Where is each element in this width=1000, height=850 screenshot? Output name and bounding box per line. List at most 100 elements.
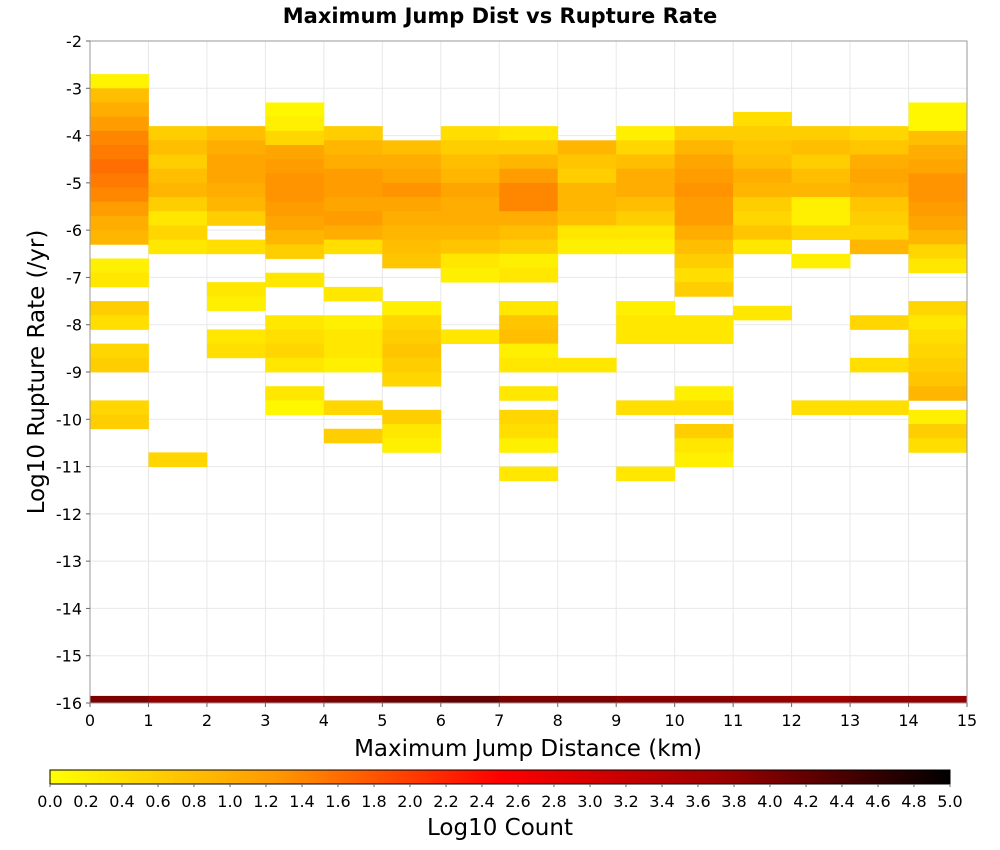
heatmap-cell bbox=[850, 197, 909, 212]
heatmap-cell bbox=[557, 197, 617, 212]
heatmap-cell bbox=[791, 253, 851, 269]
heatmap-cell bbox=[323, 400, 383, 415]
colorbar-tick-label: 2.6 bbox=[505, 792, 530, 811]
y-tick-label: -15 bbox=[56, 647, 82, 666]
colorbar-tick-label: 3.0 bbox=[577, 792, 602, 811]
heatmap-cell bbox=[908, 102, 968, 118]
x-tick-label: 10 bbox=[664, 711, 684, 730]
heatmap-cell bbox=[616, 154, 676, 170]
heatmap-cell bbox=[265, 244, 325, 259]
heatmap-cell bbox=[908, 329, 968, 345]
heatmap-cell bbox=[440, 253, 500, 269]
heatmap-cell bbox=[850, 357, 909, 373]
heatmap-cell bbox=[90, 272, 149, 288]
y-tick-label: -10 bbox=[56, 410, 82, 429]
heatmap-cell bbox=[733, 154, 792, 170]
colorbar-tick-label: 4.8 bbox=[901, 792, 926, 811]
heatmap-cell bbox=[499, 315, 559, 330]
y-tick-label: -9 bbox=[66, 363, 82, 382]
heatmap-cell bbox=[733, 126, 792, 141]
heatmap-cell bbox=[382, 197, 442, 212]
colorbar-tick-label: 1.4 bbox=[289, 792, 314, 811]
heatmap-cell bbox=[323, 211, 383, 226]
heatmap-cell bbox=[382, 329, 442, 345]
heatmap-cell bbox=[265, 357, 325, 373]
colorbar-tick-label: 1.8 bbox=[361, 792, 386, 811]
heatmap-cell bbox=[499, 329, 559, 345]
heatmap-cell bbox=[265, 272, 325, 288]
heatmap-cell bbox=[382, 182, 442, 198]
colorbar-ticks: 0.0 0.2 0.4 0.6 0.8 1.0 1.2 1.4 1.6 1.8 2.0 2.2 2.4 2… bbox=[37, 784, 963, 811]
heatmap-cell bbox=[206, 154, 266, 170]
heatmap-cell bbox=[382, 211, 442, 226]
summary-cell bbox=[733, 695, 792, 703]
heatmap-cell bbox=[908, 145, 968, 160]
heatmap-cell bbox=[440, 154, 500, 170]
heatmap-cell bbox=[557, 239, 617, 255]
heatmap-cell bbox=[148, 154, 208, 170]
heatmap-cell bbox=[323, 126, 383, 141]
heatmap-cell bbox=[323, 286, 383, 302]
heatmap-cell bbox=[265, 343, 325, 359]
heatmap-cell bbox=[733, 305, 792, 321]
heatmap-cell bbox=[616, 126, 676, 141]
y-tick-label: -13 bbox=[56, 552, 82, 571]
heatmap-cell bbox=[674, 438, 734, 453]
heatmap-cell bbox=[850, 154, 909, 170]
heatmap-cell bbox=[908, 215, 968, 231]
heatmap-cell bbox=[733, 140, 792, 155]
heatmap-cell bbox=[90, 116, 149, 132]
colorbar-tick-label: 0.0 bbox=[37, 792, 62, 811]
heatmap-cell bbox=[265, 215, 325, 231]
y-tick-label: -7 bbox=[66, 268, 82, 287]
heatmap-cell bbox=[323, 154, 383, 170]
heatmap-cell bbox=[850, 126, 909, 141]
heatmap-cell bbox=[90, 230, 149, 245]
heatmap-cell bbox=[674, 424, 734, 439]
heatmap-cell bbox=[499, 409, 559, 425]
heatmap-cell bbox=[90, 215, 149, 231]
x-tick-label: 11 bbox=[723, 711, 743, 730]
heatmap-cell bbox=[616, 466, 676, 482]
heatmap-cell bbox=[616, 225, 676, 240]
heatmap-cell bbox=[791, 225, 851, 240]
colorbar-tick-label: 1.2 bbox=[253, 792, 278, 811]
colorbar-tick-label: 4.0 bbox=[757, 792, 782, 811]
y-tick-label: -12 bbox=[56, 505, 82, 524]
colorbar-tick-label: 2.8 bbox=[541, 792, 566, 811]
heatmap-cell bbox=[382, 225, 442, 240]
heatmap-cell bbox=[206, 239, 266, 255]
heatmap-cell bbox=[499, 225, 559, 240]
heatmap-cell bbox=[323, 428, 383, 444]
heatmap-cell bbox=[440, 182, 500, 198]
heatmap-cell bbox=[382, 168, 442, 184]
heatmap-cell bbox=[908, 116, 968, 132]
heatmap-cell bbox=[323, 168, 383, 184]
colorbar-tick-label: 2.4 bbox=[469, 792, 494, 811]
heatmap-cell bbox=[148, 225, 208, 240]
summary-cell bbox=[557, 695, 617, 703]
y-tick-label: -8 bbox=[66, 316, 82, 335]
heatmap-cell bbox=[791, 182, 851, 198]
heatmap-cell bbox=[499, 182, 559, 198]
heatmap-cell bbox=[557, 225, 617, 240]
heatmap-cell bbox=[616, 315, 676, 330]
summary-cell bbox=[850, 695, 909, 703]
heatmap-cell bbox=[265, 329, 325, 345]
heatmap-cell bbox=[499, 357, 559, 373]
heatmap-cell bbox=[90, 315, 149, 330]
heatmap-cell bbox=[674, 140, 734, 155]
heatmap-cell bbox=[90, 414, 149, 430]
heatmap-cell bbox=[265, 116, 325, 132]
heatmap-cell bbox=[908, 244, 968, 259]
heatmap-cell bbox=[206, 197, 266, 212]
heatmap-cell bbox=[90, 173, 149, 188]
heatmap-cell bbox=[908, 386, 968, 401]
heatmap-cell bbox=[791, 168, 851, 184]
x-tick-label: 3 bbox=[260, 711, 270, 730]
heatmap-cell bbox=[616, 197, 676, 212]
colorbar-tick-label: 0.2 bbox=[73, 792, 98, 811]
heatmap-cell bbox=[440, 168, 500, 184]
colorbar-tick-label: 1.0 bbox=[217, 792, 242, 811]
heatmap-cell bbox=[440, 197, 500, 212]
